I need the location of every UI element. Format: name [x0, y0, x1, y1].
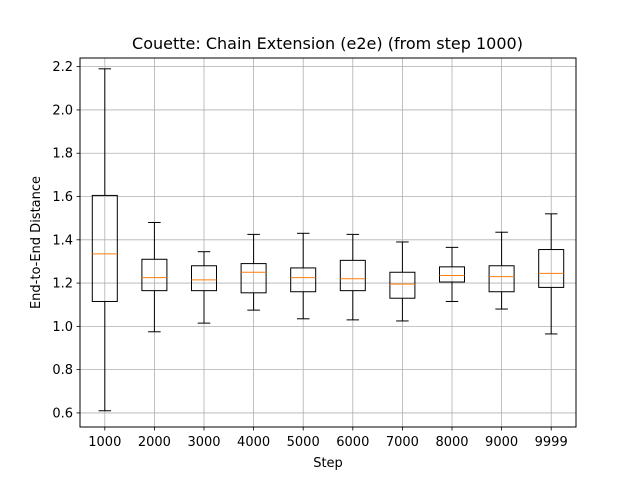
y-tick-label: 2.2 — [52, 60, 73, 75]
iqr-box — [191, 265, 217, 292]
x-tick-label: 1000 — [88, 435, 121, 450]
boxes-layer — [91, 68, 565, 412]
iqr-box — [141, 258, 168, 292]
iqr-box — [240, 263, 267, 294]
x-axis-label: Step — [313, 456, 343, 471]
x-tick-label: 7000 — [386, 435, 419, 450]
x-tick-label: 2000 — [138, 435, 171, 450]
box-group — [141, 221, 168, 333]
x-tick-label: 8000 — [435, 435, 468, 450]
box-group — [91, 68, 118, 412]
x-tick-label: 4000 — [237, 435, 270, 450]
iqr-box — [290, 267, 317, 293]
y-axis-label: End-to-End Distance — [29, 176, 44, 309]
y-tick-label: 0.8 — [52, 363, 73, 378]
box-group — [191, 251, 217, 324]
box-group — [389, 241, 416, 322]
axis-ticks: 0.6 0.8 1.0 1.2 1.4 1.6 1.8 2.0 2.2 1000 2000 3000 4… — [52, 60, 567, 450]
y-tick-label: 1.8 — [52, 147, 73, 162]
iqr-box — [538, 249, 565, 288]
y-tick-label: 1.0 — [52, 320, 73, 335]
box-group — [240, 233, 267, 311]
box-group — [290, 232, 317, 320]
y-tick-label: 1.4 — [52, 233, 73, 248]
box-group — [339, 233, 366, 321]
y-tick-label: 1.6 — [52, 190, 73, 205]
x-tick-label: 5000 — [287, 435, 320, 450]
box-group — [439, 246, 465, 302]
x-tick-label: 9000 — [485, 435, 518, 450]
x-tick-label: 3000 — [187, 435, 220, 450]
iqr-box — [91, 194, 118, 302]
iqr-box — [339, 259, 366, 292]
iqr-box — [439, 266, 465, 283]
y-tick-label: 2.0 — [52, 103, 73, 118]
iqr-box — [488, 265, 515, 293]
x-tick-label: 9999 — [535, 435, 568, 450]
y-tick-label: 0.6 — [52, 406, 73, 421]
box-group — [488, 231, 515, 310]
y-tick-label: 1.2 — [52, 277, 73, 292]
plot-frame — [79, 57, 577, 428]
x-tick-label: 6000 — [336, 435, 369, 450]
box-group — [538, 213, 565, 335]
iqr-box — [389, 271, 416, 299]
chart-title: Couette: Chain Extension (e2e) (from ste… — [132, 34, 523, 53]
